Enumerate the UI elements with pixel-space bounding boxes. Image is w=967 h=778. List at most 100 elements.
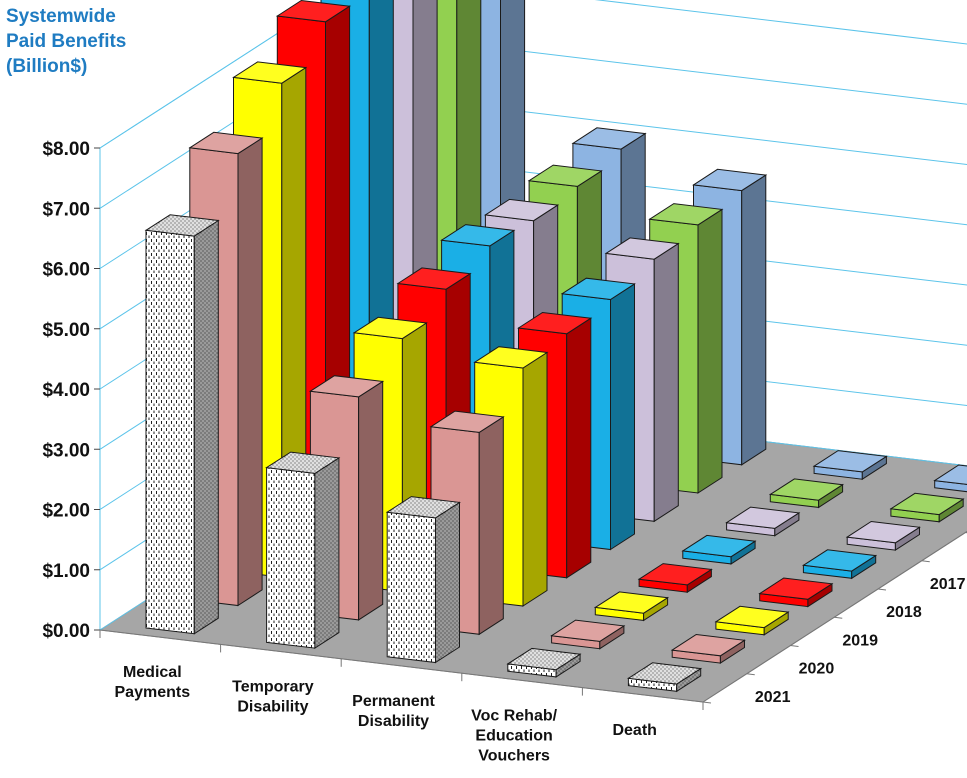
bar-side [237,137,263,607]
bar-top [626,662,703,685]
bar-top [889,492,965,516]
y-tick-label: $5.00 [42,320,90,341]
y-tick-label: $3.00 [42,440,90,461]
bar-front [145,229,195,635]
bar-side [522,351,548,607]
bar-top [483,198,560,222]
bar-2020-5 [670,633,746,665]
y-tick-label: $4.00 [42,380,90,401]
y-tick-label: $7.00 [42,199,90,220]
series-label: 2018 [886,604,922,621]
bar-top [681,534,757,558]
bar-top [188,131,264,155]
bar-2021-1 [144,214,220,635]
depth-tick-mark [702,701,712,704]
bar-top [506,647,582,671]
depth-tick-mark [877,588,887,591]
depth-tick-mark [921,560,930,563]
bar-side [697,208,723,494]
bar-2018-5 [758,577,834,608]
bar-top [801,549,878,572]
series-label: 2017 [930,576,966,593]
series-label: 2021 [755,689,791,706]
x-axis-line [99,629,704,703]
bar-top [714,605,790,629]
y-tick-label: $2.00 [42,501,90,522]
bar-side [610,282,635,551]
bar-side [193,219,219,635]
bar-side [435,501,460,664]
bar-top [232,61,308,84]
category-label: Temporary Disability [232,679,314,716]
category-label: Death [612,722,656,739]
bar-top [275,0,352,23]
bar-2016-4 [725,506,801,537]
bar-2017-5 [801,549,878,580]
bar-top [571,127,647,150]
depth-tick-mark [834,616,843,619]
bars-group [144,0,967,693]
bar-top [550,619,626,642]
bar-top [308,375,385,398]
category-label: Medical Payments [115,664,191,701]
bar-top [845,520,921,544]
bar-2019-4 [593,591,670,622]
chart-title: Systemwide Paid Benefits (Billion$) [6,6,127,77]
bar-top [440,224,516,247]
bar-top [637,563,713,586]
bar-side [566,317,592,579]
bar-top [692,168,768,192]
bar-side [358,380,384,621]
bar-top [648,203,724,226]
y-tick-label: $8.00 [42,139,90,160]
bar-top [670,633,746,657]
bar-side [478,415,504,636]
depth-tick-mark [746,673,755,676]
bar-2016-5 [845,520,921,552]
bar-front [386,511,436,664]
bar-top [352,316,428,340]
bar-side [653,242,679,523]
bar-top [768,478,845,501]
bar-2021-4 [506,647,582,678]
bar-2019-5 [714,605,790,636]
bar-top [593,591,670,614]
bar-2017-4 [681,534,757,565]
bar-top [265,451,341,474]
bar-2019-1 [232,61,308,579]
bar-2014-4 [812,450,888,481]
bar-top [812,450,888,473]
y-tick-label: $1.00 [42,561,90,582]
bar-2020-4 [550,619,626,650]
bar-2021-2 [265,451,341,650]
series-label: 2019 [842,632,878,649]
y-tick-label: $6.00 [42,260,90,281]
bar-top [429,410,505,433]
labels-group: $0.00 $1.00 $2.00 $3.00 $4.00 $5.00 $6.00 $7.00… [42,139,966,764]
category-label: Permanent Disability [352,693,435,730]
bar-front [266,467,316,649]
bar-2015-5 [889,492,965,523]
bar-top [385,496,461,519]
bar-2018-4 [637,563,713,594]
bar-top [473,346,549,369]
category-label: Voc Rehab/Education Vouchers [471,707,558,764]
bar-top [527,164,603,187]
bar-top [396,267,472,290]
gridline [99,0,331,149]
bar-top [604,237,680,260]
bar-2015-4 [768,478,845,509]
y-tick-label: $0.00 [42,621,90,642]
bar-top [758,577,834,600]
series-label: 2020 [799,661,835,678]
bar-2021-5 [626,662,703,693]
bar-side [314,456,340,650]
bar-top [144,214,220,237]
bar-side [741,174,767,466]
bar-top [725,506,801,529]
bar-top [560,277,636,301]
bar-2021-3 [385,496,461,664]
bar-top [517,311,593,335]
